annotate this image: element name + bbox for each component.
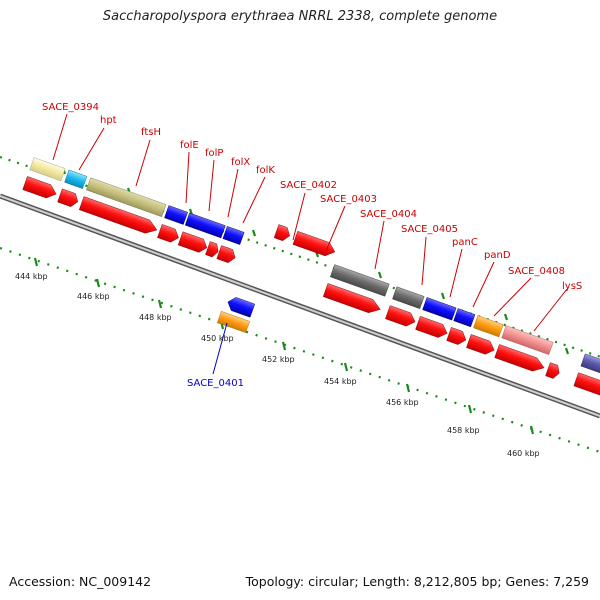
- callout-lines: [52, 113, 568, 332]
- ruler-label: 448 kbp: [139, 313, 172, 322]
- gene-block: [501, 325, 554, 355]
- gene-block: [392, 286, 425, 309]
- cds-arrow: [494, 344, 545, 372]
- ruler-label: 460 kbp: [507, 449, 540, 458]
- ruler-label: 456 kbp: [386, 398, 419, 407]
- gene-label-reverse: SACE_0401: [187, 378, 244, 389]
- gene-block: [29, 157, 66, 182]
- cds-arrow: [573, 372, 600, 397]
- gene-block: [580, 353, 600, 377]
- gene-label: folX: [231, 157, 250, 168]
- ruler-labels: 444 kbp 446 kbp 448 kbp 450 kbp 452 kbp …: [15, 272, 540, 458]
- gene-label: SACE_0404: [360, 209, 417, 220]
- cds-arrow: [57, 188, 79, 207]
- cds-arrow: [22, 176, 57, 199]
- cds-arrow: [292, 230, 336, 257]
- map-title: Saccharopolyspora erythraea NRRL 2338, c…: [102, 9, 498, 24]
- gene-block: [86, 177, 167, 218]
- cds-arrow-reverse: [227, 297, 256, 318]
- cds-arrow: [157, 224, 179, 243]
- gene-label: hpt: [100, 115, 117, 126]
- ruler-label: 452 kbp: [262, 355, 295, 364]
- gene-label: lysS: [562, 281, 582, 292]
- genome-summary-text: Topology: circular; Length: 8,212,805 bp…: [245, 574, 589, 589]
- ruler-label: 458 kbp: [447, 426, 480, 435]
- gene-label: panC: [452, 237, 478, 248]
- cds-arrow: [446, 327, 467, 345]
- gene-block: [330, 264, 390, 297]
- cds-arrow: [545, 362, 560, 379]
- ruler-label: 450 kbp: [201, 334, 234, 343]
- cds-arrow: [466, 334, 495, 355]
- gene-block: [222, 226, 245, 245]
- ruler-label: 444 kbp: [15, 272, 48, 281]
- cds-arrow: [385, 305, 416, 327]
- gene-block: [184, 212, 226, 239]
- gene-block: [64, 169, 88, 189]
- feature-tracks: [22, 157, 600, 397]
- gene-label: folP: [205, 148, 223, 159]
- gene-label: folK: [256, 165, 275, 176]
- gene-block: [164, 205, 188, 225]
- gene-block: [473, 315, 504, 338]
- cds-arrow: [177, 231, 208, 253]
- gene-label: panD: [484, 250, 511, 261]
- genome-backbone: [0, 193, 600, 419]
- cds-arrow: [78, 196, 158, 234]
- gene-label: SACE_0408: [508, 266, 565, 277]
- gene-label: ftsH: [141, 127, 161, 138]
- gene-label: folE: [180, 140, 199, 151]
- gene-label: SACE_0402: [280, 180, 337, 191]
- gene-label: SACE_0405: [401, 224, 458, 235]
- gene-block: [422, 297, 457, 321]
- cds-arrow: [216, 245, 236, 263]
- gene-block: [217, 311, 250, 333]
- gene-block: [453, 308, 476, 328]
- cds-arrow: [273, 224, 290, 241]
- gene-label: SACE_0403: [320, 194, 377, 205]
- gene-label: SACE_0394: [42, 102, 99, 113]
- gene-labels: SACE_0394 hpt ftsH folE folP folX folK S…: [42, 102, 582, 389]
- callout-line-reverse: [212, 322, 228, 375]
- ruler-label: 446 kbp: [77, 292, 110, 301]
- cds-arrow: [205, 241, 219, 258]
- cds-arrow: [322, 283, 381, 313]
- cds-arrow: [415, 316, 448, 338]
- accession-text: Accession: NC_009142: [9, 574, 152, 589]
- ruler-label: 454 kbp: [324, 377, 357, 386]
